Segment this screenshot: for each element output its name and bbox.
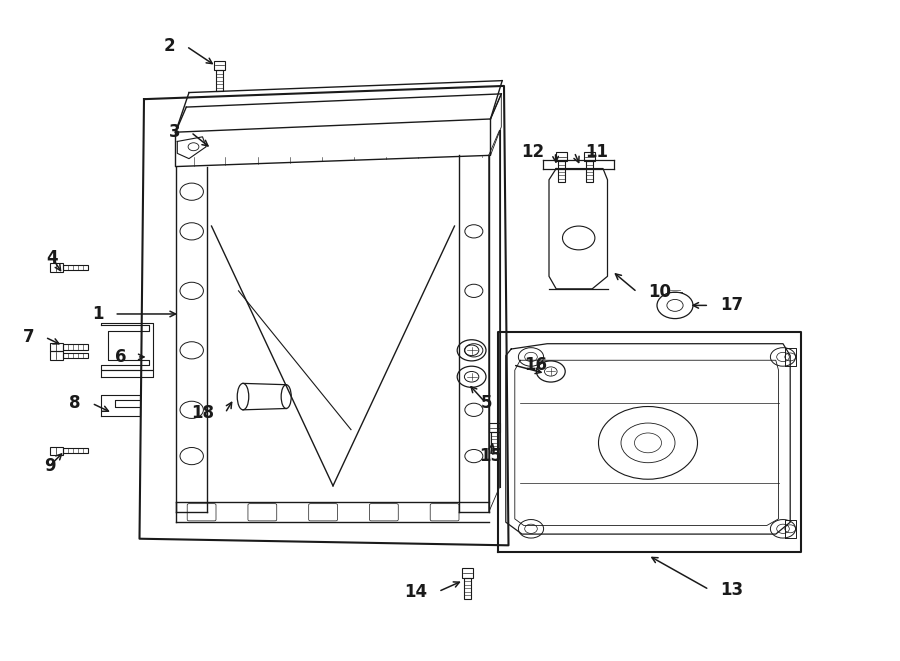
Text: 12: 12 — [521, 143, 544, 161]
Text: 11: 11 — [585, 143, 608, 161]
Text: 13: 13 — [720, 580, 743, 599]
Text: 14: 14 — [404, 582, 428, 601]
Text: 9: 9 — [44, 457, 55, 475]
Text: 6: 6 — [114, 348, 126, 366]
Text: 3: 3 — [168, 123, 180, 141]
Text: 1: 1 — [92, 305, 104, 323]
Text: 7: 7 — [22, 328, 34, 346]
Text: 17: 17 — [720, 296, 743, 315]
Text: 2: 2 — [164, 37, 176, 56]
Text: 4: 4 — [47, 249, 58, 267]
Text: 8: 8 — [69, 394, 81, 412]
Text: 5: 5 — [481, 394, 491, 412]
Text: 15: 15 — [479, 447, 502, 465]
Text: 10: 10 — [648, 283, 671, 301]
Text: 16: 16 — [524, 356, 547, 374]
Text: 18: 18 — [191, 404, 214, 422]
